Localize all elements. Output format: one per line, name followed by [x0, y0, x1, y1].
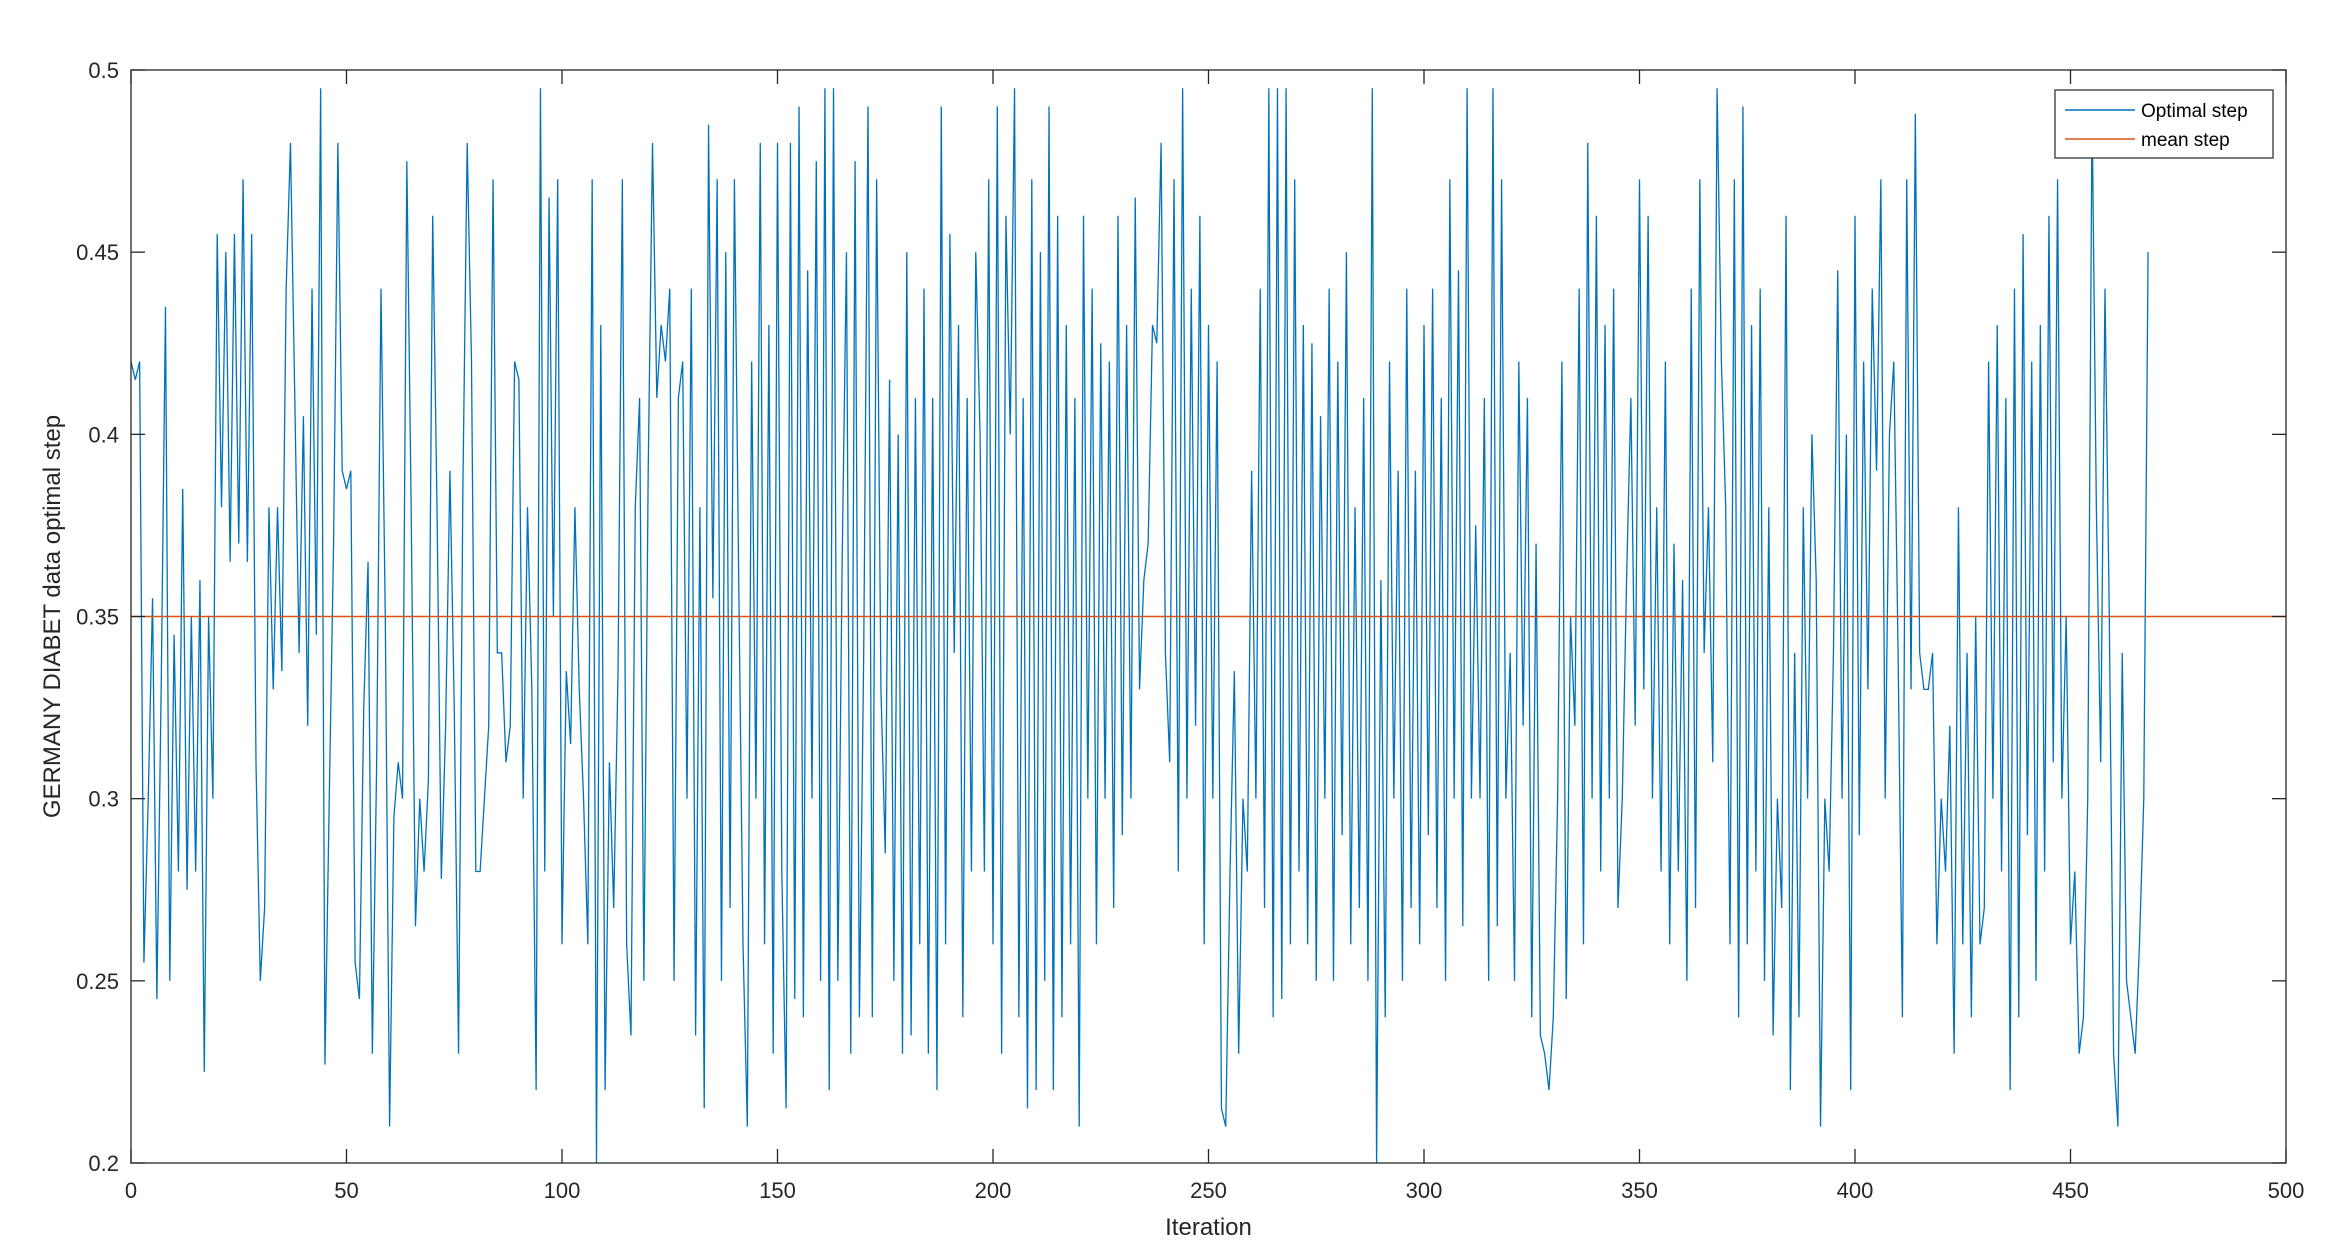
y-tick-label: 0.5 — [88, 58, 119, 83]
legend-label-mean-step: mean step — [2141, 130, 2230, 151]
y-tick-label: 0.4 — [88, 422, 119, 447]
x-tick-label: 350 — [1621, 1178, 1658, 1203]
y-tick-label: 0.3 — [88, 787, 119, 812]
legend: Optimal step mean step — [2054, 89, 2274, 159]
x-tick-label: 0 — [125, 1178, 137, 1203]
x-tick-label: 250 — [1190, 1178, 1227, 1203]
series-line-optimal-step — [130, 88, 2149, 1164]
y-tick-label: 0.25 — [76, 969, 119, 994]
y-tick-label: 0.45 — [76, 240, 119, 265]
x-tick-label: 450 — [2052, 1178, 2089, 1203]
legend-label-optimal-step: Optimal step — [2141, 101, 2248, 122]
x-tick-label: 50 — [334, 1178, 358, 1203]
plot-area — [130, 88, 2286, 1164]
x-tick-label: 500 — [2268, 1178, 2305, 1203]
y-tick-label: 0.2 — [88, 1151, 119, 1176]
x-tick-label: 200 — [975, 1178, 1012, 1203]
y-axis-label: GERMANY DIABET data optimal step — [39, 415, 66, 818]
x-tick-label: 100 — [544, 1178, 581, 1203]
y-tick-label: 0.35 — [76, 605, 119, 630]
axes: 0 50 100 150 200 250 300 350 400 450 500 0.2 0.25 0.3… — [76, 58, 2304, 1203]
legend-box — [2054, 89, 2274, 159]
x-tick-label: 150 — [759, 1178, 796, 1203]
x-tick-label: 300 — [1406, 1178, 1443, 1203]
x-axis-label: Iteration — [1165, 1214, 1252, 1241]
x-tick-label: 400 — [1837, 1178, 1874, 1203]
